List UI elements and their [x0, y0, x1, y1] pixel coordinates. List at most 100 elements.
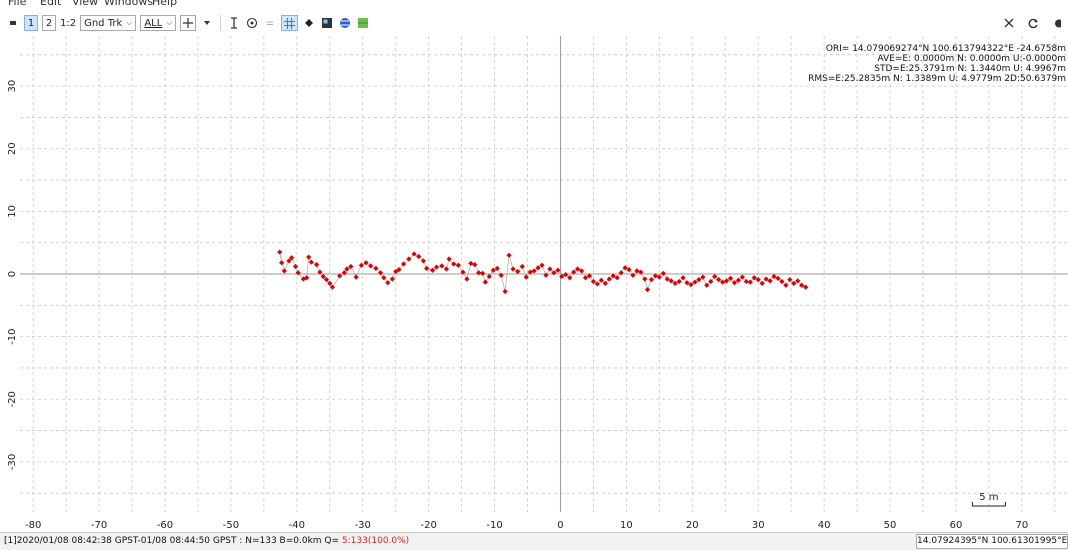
fit-button[interactable]	[263, 15, 277, 31]
data-point	[385, 280, 391, 286]
center-origin-button[interactable]	[180, 15, 197, 31]
clear-button[interactable]	[1002, 15, 1016, 31]
data-point	[712, 273, 718, 280]
statistics-overlay: ORI= 14.079069274°N 100.613794322°E -24.…	[808, 44, 1066, 84]
options-dropdown-button[interactable]	[200, 15, 214, 31]
data-point	[306, 254, 312, 260]
y-tick-label: 20	[7, 142, 18, 155]
menu-edit[interactable]: Edit	[40, 0, 62, 8]
triangle-down-icon	[204, 21, 211, 25]
menu-windows[interactable]: Windows	[104, 0, 154, 8]
data-point	[692, 279, 698, 285]
data-point	[323, 277, 330, 283]
data-point	[451, 261, 457, 267]
menu-view[interactable]: View	[72, 0, 99, 8]
status-info: [1]2020/01/08 08:42:38 GPST-01/08 08:44:…	[4, 535, 409, 548]
data-point	[644, 287, 651, 293]
data-point	[396, 267, 402, 273]
data-point	[358, 262, 365, 268]
grid-icon	[284, 17, 296, 29]
data-point	[747, 279, 753, 285]
data-point	[314, 262, 320, 268]
crosshair-icon	[183, 18, 194, 28]
data-point	[555, 267, 561, 273]
quality-select[interactable]: ALL ⌵	[140, 15, 177, 31]
cursor-position: 14.07924395°N 100.61301995°E	[916, 534, 1068, 549]
data-point	[626, 267, 632, 273]
y-tick-label: 0	[7, 271, 18, 277]
fit-vertical-button[interactable]	[227, 15, 241, 31]
data-point	[656, 274, 662, 280]
toolbar-right	[1002, 10, 1068, 36]
show-points-button[interactable]	[302, 15, 316, 31]
plot-1-button[interactable]: 1	[24, 15, 38, 31]
equals-icon	[267, 21, 274, 25]
data-point	[723, 278, 730, 284]
show-image-button[interactable]	[320, 15, 334, 31]
x-tick-label: 0	[557, 520, 563, 531]
x-tick-label: -20	[420, 520, 436, 531]
data-point	[771, 273, 777, 280]
rms-stats: RMS=E:25.2835m N: 1.3389m U: 4.9779m 2D:…	[808, 74, 1066, 84]
data-point	[416, 253, 422, 260]
show-map-button[interactable]	[338, 15, 352, 31]
data-point	[494, 265, 500, 271]
y-tick-label: 10	[7, 205, 18, 218]
map-layer-icon	[358, 18, 369, 28]
chevron-down-icon: ⌵	[166, 18, 173, 27]
data-point	[373, 265, 379, 271]
data-point	[368, 263, 374, 269]
x-tick-label: -40	[289, 520, 305, 531]
status-text: [1]2020/01/08 08:42:38 GPST-01/08 08:44:…	[4, 536, 342, 546]
plot-area[interactable]: -80 -70 -60 -50 -40 -30 -20 -10 0 10 20 30 40 50 60 70 3…	[6, 36, 1068, 532]
plot-2-button[interactable]: 2	[42, 15, 56, 31]
data-point	[594, 281, 600, 287]
data-point	[344, 266, 350, 272]
center-track-button[interactable]	[245, 15, 259, 31]
gear-icon	[1055, 19, 1061, 27]
plot-type-select[interactable]: Gnd Trk ⌵	[80, 15, 137, 31]
data-point	[634, 268, 640, 274]
refresh-icon	[1028, 18, 1038, 28]
data-point	[341, 270, 347, 276]
toolbar: 1 2 1:2 Gnd Trk ⌵ ALL ⌵	[0, 10, 1068, 36]
origin-stats: ORI= 14.079069274°N 100.613794322°E -24.…	[825, 44, 1066, 54]
data-point	[783, 282, 789, 288]
chevron-down-icon: ⌵	[126, 18, 133, 27]
status-bar: [1]2020/01/08 08:42:38 GPST-01/08 08:44:…	[0, 532, 1068, 550]
menu-file[interactable]: File	[8, 0, 27, 8]
fit-vertical-icon	[231, 17, 238, 29]
data-point	[502, 288, 508, 295]
y-tick-label: -10	[7, 328, 18, 344]
y-tick-label: -20	[7, 391, 18, 407]
x-tick-label: -50	[223, 520, 239, 531]
data-point	[775, 275, 781, 281]
settings-button[interactable]	[1050, 15, 1064, 31]
data-point	[327, 280, 333, 286]
data-point	[292, 263, 299, 270]
data-point	[279, 260, 285, 266]
data-point	[308, 259, 314, 265]
x-tick-label: 10	[620, 520, 633, 531]
close-icon	[1004, 18, 1014, 28]
average-stats: AVE=E: 0.0000m N: 0.0000m U:-0.0000m	[877, 54, 1066, 64]
x-tick-label: 50	[884, 520, 897, 531]
data-point	[472, 262, 478, 268]
data-point	[433, 264, 440, 270]
data-point	[696, 277, 702, 283]
data-point	[510, 266, 516, 272]
ground-track-plot[interactable]: -80 -70 -60 -50 -40 -30 -20 -10 0 10 20 30 40 50 60 70 3…	[6, 36, 1068, 532]
menu-help[interactable]: Help	[152, 0, 178, 8]
data-point	[363, 260, 369, 266]
data-point	[468, 260, 474, 266]
plot-12-button[interactable]: 1:2	[60, 17, 77, 29]
data-point	[590, 278, 597, 285]
show-skymap-button[interactable]	[356, 15, 370, 31]
x-tick-label: -80	[25, 520, 41, 531]
data-point	[464, 276, 470, 282]
data-point	[731, 280, 738, 286]
data-point	[523, 274, 529, 280]
grid-toggle-button[interactable]	[281, 15, 299, 31]
data-point	[720, 279, 726, 285]
reload-button[interactable]	[1026, 15, 1040, 31]
